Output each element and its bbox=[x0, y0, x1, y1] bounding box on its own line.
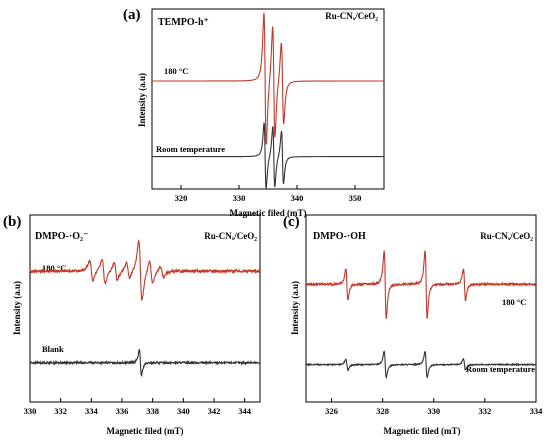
panel-c-frame bbox=[305, 214, 537, 403]
panel-b-xtick-label: 330 bbox=[24, 406, 37, 416]
panel-a-series-black bbox=[152, 122, 384, 190]
panel-b-legend: Ru-CNₓ/CeO₂ bbox=[204, 231, 257, 241]
panel-a-legend: Ru-CNₓ/CeO₂ bbox=[325, 11, 378, 21]
panel-b-series-red bbox=[29, 238, 261, 301]
panel-c-xtick-label: 330 bbox=[427, 406, 440, 416]
panel-b-ylabel: Intensity (a.u) bbox=[12, 281, 22, 335]
panel-a-label-180c: 180 °C bbox=[164, 66, 188, 76]
panel-c-label-room-temperature: Room temperature bbox=[466, 364, 535, 374]
panel-c-xtick-label: 326 bbox=[325, 406, 338, 416]
panel-c-letter: (c) bbox=[283, 214, 300, 230]
panel-b-title: DMPO-·O₂⁻ bbox=[35, 231, 88, 242]
panel-b-xtick-label: 332 bbox=[54, 406, 67, 416]
panel-a-xlabel: Magnetic filed (mT) bbox=[230, 208, 307, 218]
panel-c-series-red bbox=[305, 250, 537, 319]
panel-b-xtick-label: 342 bbox=[208, 406, 221, 416]
panel-b-xtick-label: 344 bbox=[238, 406, 252, 416]
panel-c-title: DMPO-·OH bbox=[313, 231, 366, 242]
panel-c-ticks: 326 328 330 332 334 bbox=[325, 398, 543, 416]
panel-b-xlabel: Magnetic filed (mT) bbox=[107, 426, 184, 436]
panel-a-letter: (a) bbox=[123, 7, 141, 23]
panel-b-series-black bbox=[29, 348, 261, 378]
panel-b: (b) DMPO-·O₂⁻ Ru-CNₓ/CeO₂ 180 °C Blank M… bbox=[3, 214, 261, 436]
panel-a-ticks: 320 330 340 350 bbox=[175, 185, 362, 203]
panel-c-series-black bbox=[305, 350, 537, 379]
panel-b-letter: (b) bbox=[3, 214, 21, 230]
panel-a-curves bbox=[152, 12, 384, 190]
panel-c-curves bbox=[305, 250, 537, 379]
panel-c-xtick-label: 332 bbox=[479, 406, 492, 416]
panel-c-xtick-label: 328 bbox=[376, 406, 389, 416]
panel-b-xtick-label: 340 bbox=[177, 406, 190, 416]
panel-c-xtick-label: 334 bbox=[530, 406, 544, 416]
panel-a-xtick-label: 340 bbox=[291, 193, 304, 203]
panel-b-xtick-label: 336 bbox=[116, 406, 129, 416]
panel-c: (c) DMPO-·OH Ru-CNₓ/CeO₂ 180 °C Room tem… bbox=[283, 214, 543, 436]
panel-a-xtick-label: 350 bbox=[349, 193, 362, 203]
panel-a-series-red bbox=[152, 12, 384, 145]
panel-a: (a) TEMPO-h⁺ Ru-CNₓ/CeO₂ 180 °C Room tem… bbox=[123, 7, 385, 218]
panel-c-legend: Ru-CNₓ/CeO₂ bbox=[480, 231, 533, 241]
panel-a-xtick-label: 320 bbox=[175, 193, 188, 203]
panel-b-curves bbox=[29, 238, 261, 378]
panel-c-label-180c: 180 °C bbox=[502, 297, 526, 307]
panel-b-frame bbox=[29, 214, 261, 403]
panel-a-title: TEMPO-h⁺ bbox=[158, 17, 209, 28]
panel-b-label-blank: Blank bbox=[42, 344, 64, 354]
panel-a-xtick-label: 330 bbox=[233, 193, 246, 203]
panel-b-ticks: 330 332 334 336 338 340 342 344 bbox=[24, 398, 252, 416]
panel-b-label-180c: 180 °C bbox=[42, 263, 66, 273]
panel-c-ylabel: Intensity (a.u) bbox=[290, 281, 300, 335]
panel-a-ylabel: Intensity (a.u) bbox=[137, 73, 147, 127]
panel-a-frame bbox=[151, 8, 385, 190]
panel-b-xtick-label: 338 bbox=[146, 406, 159, 416]
panel-a-label-room-temperature: Room temperature bbox=[156, 144, 225, 154]
panel-b-xtick-label: 334 bbox=[85, 406, 99, 416]
panel-c-xlabel: Magnetic filed (mT) bbox=[384, 426, 461, 436]
